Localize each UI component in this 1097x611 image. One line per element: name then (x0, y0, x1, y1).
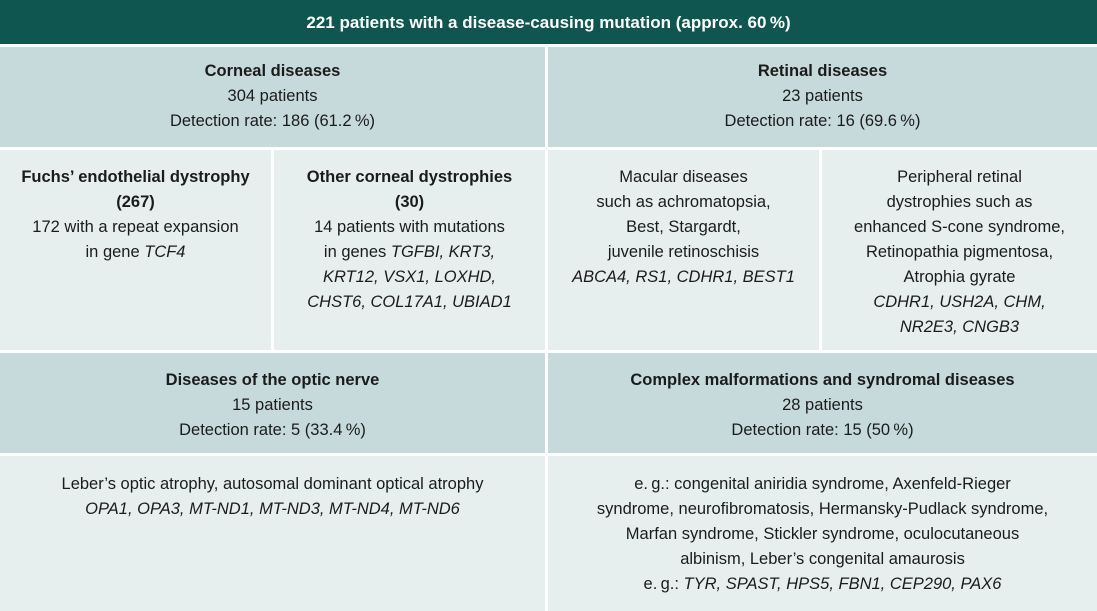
retinal-title: Retinal diseases (757, 62, 888, 80)
corneal-detection-rate: Detection rate: 186 (61.2 %) (169, 112, 376, 130)
peripheral-genes-line1: CDHR1, USH2A, CHM, (873, 293, 1046, 311)
complex-title: Complex malformations and syndromal dise… (630, 371, 1015, 389)
other-corneal-genes-line2: TGFBI, KRT3, (390, 243, 496, 261)
optic-header-cell: Diseases of the optic nerve 15 patients … (0, 353, 545, 453)
complex-patients: 28 patients (782, 396, 863, 414)
retinal-patients: 23 patients (782, 87, 863, 105)
peripheral-retinal-cell: Peripheral retinal dystrophies such as e… (822, 150, 1097, 350)
complex-line4: albinism, Leber’s congenital amaurosis (680, 550, 965, 568)
optic-detection-rate: Detection rate: 5 (33.4 %) (179, 421, 366, 439)
table-header: 221 patients with a disease-causing muta… (0, 0, 1097, 44)
other-corneal-cell: Other corneal dystrophies (30) 14 patien… (274, 150, 545, 350)
macular-genes: ABCA4, RS1, CDHR1, BEST1 (572, 268, 795, 286)
fuchs-title-line2: (267) (116, 193, 155, 211)
other-corneal-genes-line4: CHST6, COL17A1, UBIAD1 (307, 293, 512, 311)
header-title: 221 patients with a disease-causing muta… (306, 12, 791, 32)
macular-cell: Macular diseases such as achromatopsia, … (548, 150, 819, 350)
peripheral-line1: Peripheral retinal (897, 168, 1022, 186)
optic-detail-genes: OPA1, OPA3, MT-ND1, MT-ND3, MT-ND4, MT-N… (85, 500, 460, 518)
optic-title: Diseases of the optic nerve (165, 371, 380, 389)
complex-detection-rate: Detection rate: 15 (50 %) (731, 421, 914, 439)
retinal-detection-rate: Detection rate: 16 (69.6 %) (724, 112, 921, 130)
fuchs-desc-line2: in gene TCF4 (0, 240, 271, 265)
complex-genes-line: e. g.: TYR, SPAST, HPS5, FBN1, CEP290, P… (548, 572, 1097, 597)
complex-header-cell: Complex malformations and syndromal dise… (548, 353, 1097, 453)
fuchs-gene: TCF4 (144, 243, 186, 261)
peripheral-genes-line2: NR2E3, CNGB3 (899, 318, 1020, 336)
corneal-header-cell: Corneal diseases 304 patients Detection … (0, 47, 545, 147)
complex-genes: TYR, SPAST, HPS5, FBN1, CEP290, PAX6 (683, 575, 1002, 593)
other-corneal-desc-line1: 14 patients with mutations (314, 218, 505, 236)
corneal-title: Corneal diseases (204, 62, 341, 80)
complex-details-cell: e. g.: congenital aniridia syndrome, Axe… (548, 456, 1097, 611)
peripheral-line5: Atrophia gyrate (903, 268, 1016, 286)
complex-line2: syndrome, neurofibromatosis, Hermansky-P… (596, 500, 1049, 518)
fuchs-title-line1: Fuchs’ endothelial dystrophy (21, 168, 250, 186)
peripheral-line4: Retinopathia pigmentosa, (865, 243, 1054, 261)
fuchs-cell: Fuchs’ endothelial dystrophy (267) 172 w… (0, 150, 271, 350)
macular-line4: juvenile retinoschisis (607, 243, 760, 261)
macular-line3: Best, Stargardt, (626, 218, 741, 236)
optic-patients: 15 patients (232, 396, 313, 414)
optic-detail-line1: Leber’s optic atrophy, autosomal dominan… (61, 475, 484, 493)
macular-line1: Macular diseases (619, 168, 748, 186)
retinal-header-cell: Retinal diseases 23 patients Detection r… (548, 47, 1097, 147)
optic-details-cell: Leber’s optic atrophy, autosomal dominan… (0, 456, 545, 611)
other-corneal-desc-line2: in genes TGFBI, KRT3, (274, 240, 545, 265)
complex-line1: e. g.: congenital aniridia syndrome, Axe… (634, 475, 1011, 493)
fuchs-desc-line1: 172 with a repeat expansion (32, 218, 239, 236)
fuchs-desc-prefix: in gene (85, 243, 145, 261)
corneal-patients: 304 patients (227, 87, 318, 105)
complex-genes-prefix: e. g.: (643, 575, 684, 593)
peripheral-line3: enhanced S-cone syndrome, (854, 218, 1065, 236)
macular-line2: such as achromatopsia, (596, 193, 771, 211)
peripheral-line2: dystrophies such as (886, 193, 1033, 211)
other-corneal-genes-line3: KRT12, VSX1, LOXHD, (322, 268, 497, 286)
other-corneal-title-line1: Other corneal dystrophies (306, 168, 513, 186)
complex-line3: Marfan syndrome, Stickler syndrome, ocul… (625, 525, 1020, 543)
other-corneal-title-line2: (30) (394, 193, 425, 211)
other-corneal-desc-prefix: in genes (323, 243, 391, 261)
